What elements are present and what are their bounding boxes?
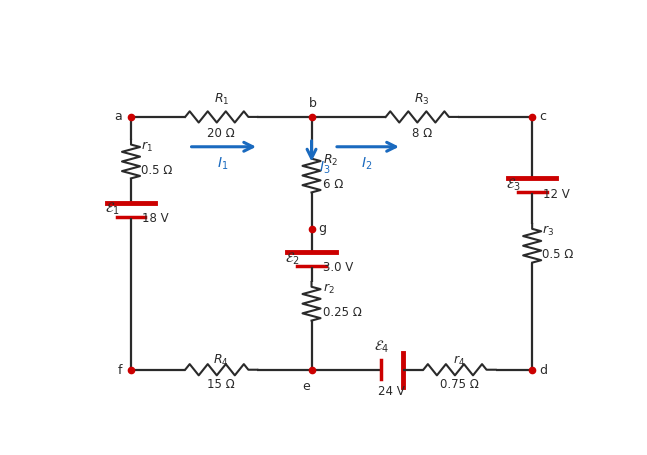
Text: $R_1$: $R_1$ [214, 92, 229, 107]
Text: $r_1$: $r_1$ [141, 139, 153, 153]
Text: d: d [539, 364, 547, 376]
Text: $r_4$: $r_4$ [454, 353, 465, 367]
Text: $\mathcal{E}_4$: $\mathcal{E}_4$ [374, 338, 389, 354]
Text: f: f [118, 364, 122, 376]
Text: 18 V: 18 V [142, 212, 169, 225]
Text: $I_1$: $I_1$ [217, 156, 228, 172]
Text: $\mathcal{E}_2$: $\mathcal{E}_2$ [285, 250, 300, 266]
Text: $\mathcal{E}_3$: $\mathcal{E}_3$ [506, 176, 521, 192]
Text: 8 Ω: 8 Ω [411, 126, 432, 139]
Text: 0.75 Ω: 0.75 Ω [440, 378, 479, 390]
Text: $I_3$: $I_3$ [319, 160, 331, 176]
Text: 6 Ω: 6 Ω [323, 177, 343, 190]
Text: 24 V: 24 V [378, 384, 405, 397]
Text: $R_4$: $R_4$ [214, 352, 229, 367]
Text: 0.5 Ω: 0.5 Ω [141, 163, 172, 176]
Text: b: b [309, 97, 316, 110]
Text: $r_3$: $r_3$ [542, 223, 554, 238]
Text: g: g [318, 222, 327, 234]
Text: 0.25 Ω: 0.25 Ω [323, 305, 362, 318]
Text: 0.5 Ω: 0.5 Ω [542, 247, 573, 260]
Text: $R_2$: $R_2$ [323, 152, 338, 167]
Text: e: e [303, 379, 311, 392]
Text: 3.0 V: 3.0 V [323, 261, 353, 274]
Text: $\mathcal{E}_1$: $\mathcal{E}_1$ [105, 201, 120, 217]
Text: 20 Ω: 20 Ω [208, 126, 235, 139]
Text: 12 V: 12 V [543, 187, 570, 200]
Text: $I_2$: $I_2$ [361, 156, 372, 172]
Text: a: a [115, 109, 122, 122]
Text: c: c [539, 109, 546, 122]
Text: 15 Ω: 15 Ω [208, 378, 235, 390]
Text: $R_3$: $R_3$ [414, 92, 430, 107]
Text: $r_2$: $r_2$ [323, 281, 334, 295]
